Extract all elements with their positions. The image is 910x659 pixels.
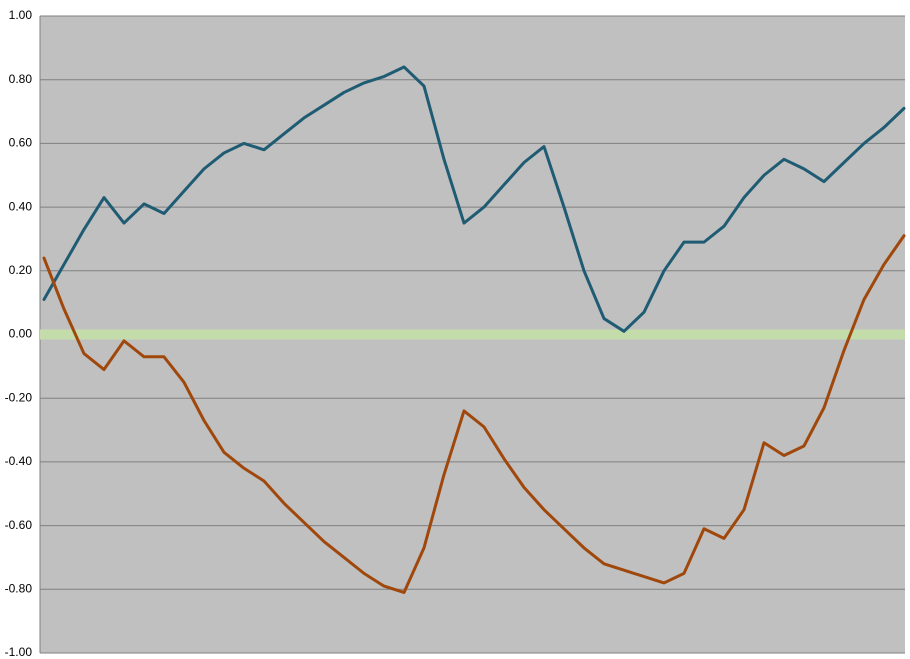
y-tick-label: 0.80 xyxy=(9,72,33,86)
y-tick-label: -1.00 xyxy=(5,645,33,659)
y-tick-label: 0.40 xyxy=(9,199,33,213)
y-tick-label: 1.00 xyxy=(9,8,33,22)
y-tick-label: -0.20 xyxy=(5,390,33,404)
y-tick-label: -0.60 xyxy=(5,518,33,532)
y-tick-label: 0.20 xyxy=(9,263,33,277)
series-line xyxy=(42,234,906,594)
y-tick-label: -0.80 xyxy=(5,581,33,595)
series-line xyxy=(42,65,906,333)
y-tick-label: 0.00 xyxy=(9,327,33,341)
y-tick-label: 0.60 xyxy=(9,136,33,150)
y-tick-label: -0.40 xyxy=(5,454,33,468)
